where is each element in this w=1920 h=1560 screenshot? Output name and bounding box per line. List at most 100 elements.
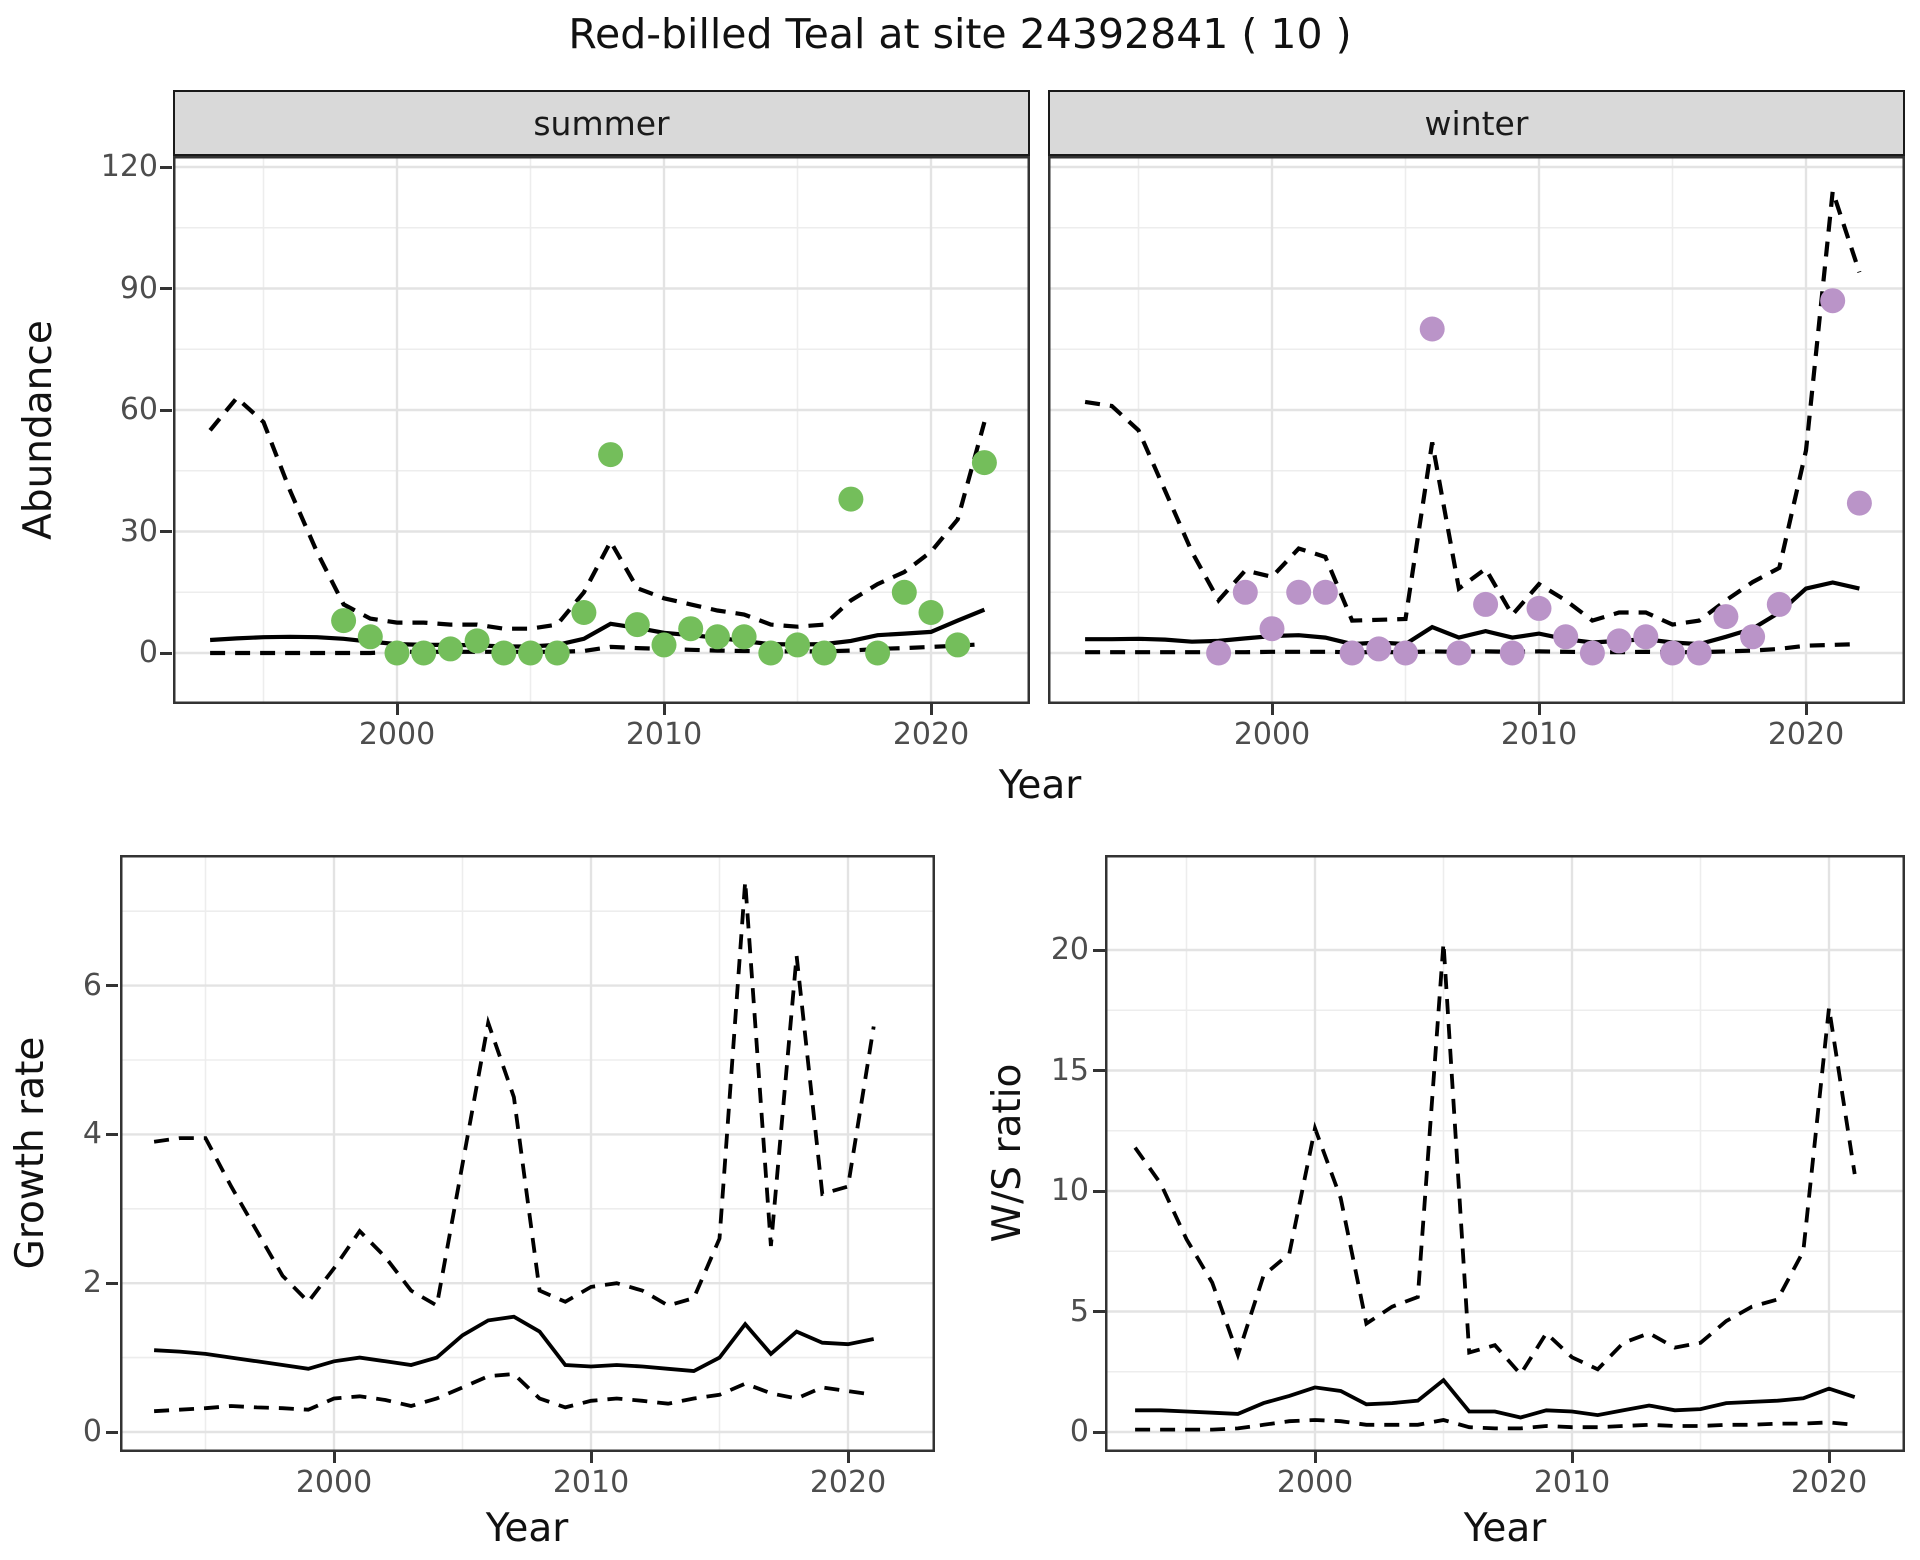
y-tick-label: 90	[119, 270, 158, 306]
x-tick-mark	[929, 704, 933, 715]
facet-strip-summer-label: summer	[533, 103, 670, 143]
observation-point	[1446, 640, 1472, 666]
observation-point	[918, 600, 944, 625]
panel-border	[1105, 855, 1905, 1452]
y-tick-mark	[160, 530, 172, 533]
ci-lower-line	[210, 642, 985, 656]
y-tick-label: 0	[1069, 1414, 1089, 1449]
x-tick-mark	[662, 704, 666, 715]
observation-point	[1259, 616, 1285, 642]
y-tick-mark	[1093, 1069, 1105, 1072]
observation-point	[1232, 579, 1258, 605]
observation-point	[598, 442, 624, 468]
observation-point	[1206, 640, 1232, 666]
x-tick-label: 2000	[295, 1465, 373, 1500]
observation-point	[865, 640, 891, 666]
observation-point	[571, 600, 597, 625]
observation-point	[624, 612, 650, 638]
panel-abundance-summer	[173, 156, 1030, 704]
observation-point	[1686, 640, 1712, 666]
x-axis-label-year-growth: Year	[485, 1506, 569, 1551]
y-tick-mark	[160, 408, 172, 412]
y-tick-mark	[160, 165, 172, 169]
x-tick-label: 2020	[809, 1465, 887, 1500]
x-tick-mark	[846, 1452, 850, 1463]
observation-point	[1579, 640, 1605, 666]
observation-point	[971, 450, 997, 476]
y-tick-mark	[1093, 948, 1105, 952]
observation-point	[1820, 288, 1846, 314]
ci-upper-line	[1084, 190, 1862, 627]
observation-point	[1633, 624, 1659, 650]
y-tick-label: 60	[119, 392, 158, 427]
y-tick-label: 15	[1050, 1052, 1089, 1088]
y-tick-label: 6	[82, 967, 102, 1003]
median-line	[1135, 1377, 1856, 1420]
y-tick-mark	[106, 1132, 118, 1136]
x-tick-label: 2000	[1233, 717, 1311, 752]
x-axis-label-year-top: Year	[998, 763, 1082, 808]
fit-line	[1085, 580, 1860, 647]
observation-point	[1740, 624, 1766, 650]
x-tick-mark	[1804, 704, 1808, 715]
x-tick-label: 2020	[1790, 1465, 1868, 1500]
y-tick-mark	[106, 1281, 118, 1285]
x-tick-mark	[1827, 1452, 1831, 1463]
observation-point	[1606, 628, 1632, 654]
ci-lower-line	[1085, 642, 1860, 655]
x-tick-mark	[1270, 704, 1274, 715]
observation-point	[1393, 640, 1418, 666]
observation-point	[357, 624, 383, 650]
x-tick-mark	[1570, 1452, 1574, 1463]
observation-point	[1660, 640, 1685, 666]
observation-point	[1499, 640, 1525, 666]
y-tick-label: 5	[1069, 1293, 1089, 1329]
observation-point	[838, 486, 864, 512]
x-tick-mark	[395, 704, 399, 715]
y-tick-mark	[160, 651, 172, 655]
observation-point	[1473, 591, 1499, 617]
observation-point	[1846, 490, 1872, 516]
x-tick-label: 2010	[625, 717, 703, 752]
panel-ws-ratio	[1105, 855, 1905, 1452]
panel-border	[173, 156, 1030, 704]
observation-point	[1766, 591, 1792, 617]
observation-point	[411, 640, 437, 666]
observation-point	[1713, 604, 1739, 630]
x-tick-label: 2000	[1276, 1465, 1354, 1500]
y-tick-label: 120	[100, 149, 158, 184]
observation-point	[1366, 636, 1392, 662]
observation-point	[544, 640, 570, 666]
ci-upper-line	[208, 394, 987, 631]
y-tick-mark	[1093, 1310, 1105, 1313]
observation-point	[384, 640, 410, 666]
x-tick-label: 2000	[358, 717, 436, 752]
observation-point	[945, 632, 971, 658]
observation-point	[1526, 595, 1552, 621]
observation-point	[731, 624, 757, 650]
panel-abundance-winter	[1048, 156, 1905, 704]
facet-strip-summer: summer	[173, 90, 1030, 156]
observation-point	[464, 628, 490, 654]
observation-point	[437, 636, 463, 662]
observation-point	[1339, 640, 1365, 666]
y-tick-mark	[106, 1430, 118, 1434]
x-tick-label: 2020	[1767, 717, 1845, 752]
observation-point	[811, 640, 837, 666]
panel-border	[1048, 156, 1905, 704]
x-tick-label: 2010	[1533, 1465, 1611, 1500]
observation-point	[785, 632, 810, 658]
y-tick-label: 0	[82, 1414, 102, 1449]
chart-title: Red-billed Teal at site 24392841 ( 10 )	[568, 10, 1352, 58]
y-tick-label: 2	[82, 1265, 102, 1301]
panel-border	[120, 855, 935, 1452]
x-tick-label: 2010	[552, 1465, 630, 1500]
observation-point	[518, 640, 543, 666]
y-tick-mark	[106, 984, 118, 988]
y-tick-label: 30	[119, 513, 158, 549]
y-axis-label-abundance: Abundance	[15, 320, 61, 540]
y-tick-label: 20	[1050, 932, 1089, 967]
y-tick-mark	[160, 287, 172, 290]
facet-strip-winter: winter	[1048, 90, 1905, 156]
x-tick-mark	[589, 1452, 593, 1463]
